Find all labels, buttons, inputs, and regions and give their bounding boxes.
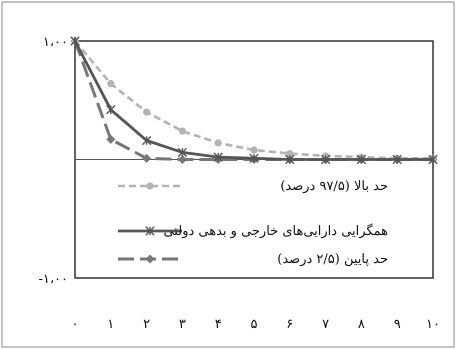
x-tick-label-7: ۷ [322,317,329,332]
series-1-point-2 [141,135,152,146]
legend-marker-0 [146,182,154,190]
series-1-point-9 [392,154,402,165]
series-1-point-8 [356,154,367,165]
x-tick-label-9: ۹ [394,317,401,332]
legend-label-1: همگرایی دارایی‌های خارجی و بدهی دولتی [163,223,388,239]
legend-label-0: حد بالا (۹۷/۵ درصد) [280,179,388,194]
legend-label-2: حد پایین (۲/۵ درصد) [277,252,388,267]
legend-item-1: همگرایی دارایی‌های خارجی و بدهی دولتی [118,223,388,239]
series-0-point-2 [143,108,151,116]
legend: حد بالا (۹۷/۵ درصد) همگرایی دارایی‌های خا… [118,179,388,267]
x-tick-label-10: ۱۰ [426,317,440,332]
x-tick-label-1: ۱ [107,317,114,332]
x-tick-labels: ۰ ۱ ۲ ۳ ۴ ۵ ۶ ۷ ۸ ۹ ۱۰ [72,317,440,332]
x-tick-label-0: ۰ [72,317,79,332]
series-2-point-2 [142,153,152,163]
legend-item-0: حد بالا (۹۷/۵ درصد) [118,179,388,194]
series-1-point-1 [106,105,116,115]
series-layer [70,36,438,165]
x-tick-label-3: ۳ [179,317,186,332]
series-1-point-7 [320,154,331,165]
legend-marker-2 [145,254,155,264]
series-0-point-1 [107,80,115,88]
series-2-point-1 [106,134,116,144]
series-2-point-3 [177,155,187,164]
series-1-point-6 [285,154,295,165]
legend-marker-1 [145,226,155,236]
x-tick-label-4: ۴ [215,317,222,332]
x-tick-label-6: ۶ [286,317,293,332]
y-tick-labels: ۱،۰۰ -۱،۰۰ [38,35,68,287]
x-tick-label-8: ۸ [358,317,365,332]
legend-item-2: حد پایین (۲/۵ درصد) [118,252,388,267]
series-1-point-4 [213,152,223,162]
x-tick-label-5: ۵ [251,317,258,332]
series-1-point-10 [428,154,438,165]
series-0-line [74,40,433,160]
series-1 [70,36,438,165]
series-1-point-5 [249,153,259,164]
y-tick-label-1: -۱،۰۰ [38,272,68,287]
series-1-point-3 [177,147,188,158]
y-tick-label-0: ۱،۰۰ [43,35,68,50]
x-tick-label-2: ۲ [143,317,150,332]
series-0-point-4 [214,139,222,147]
series-1-point-0 [70,36,80,46]
series-0-point-5 [250,146,258,154]
series-0-point-6 [286,149,294,158]
series-0-point-3 [178,127,186,135]
